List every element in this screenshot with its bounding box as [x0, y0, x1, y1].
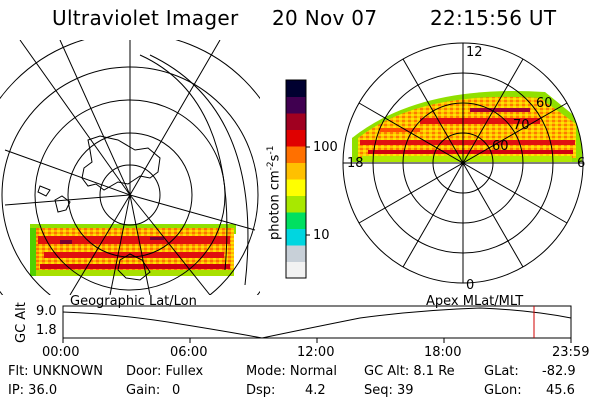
altitude-ymin: 1.8	[36, 323, 57, 338]
mlt-label-6: 6	[577, 156, 586, 171]
lat-lon-grid	[0, 40, 260, 295]
gain-label: Gain:	[126, 383, 161, 398]
aurora-emission-right	[352, 90, 582, 162]
colorbar-segment	[286, 113, 306, 130]
colorbar-segment	[286, 96, 306, 114]
altitude-ymax: 9.0	[36, 304, 57, 319]
mlt-label-18: 18	[347, 156, 364, 171]
glat-value: -82.9	[542, 364, 576, 379]
colorbar-segment	[286, 129, 306, 147]
colorbar-segment	[286, 195, 306, 213]
time-tick-1200: 12:00	[297, 345, 335, 360]
colorbar-tick-10: 10	[313, 228, 330, 243]
instrument-title: Ultraviolet Imager	[52, 6, 239, 30]
gain-value: 0	[172, 383, 181, 398]
colorbar-segment	[286, 261, 306, 279]
time-tick-0000: 00:00	[42, 345, 80, 360]
colorbar-tick-100: 100	[313, 140, 338, 155]
observation-date: 20 Nov 07	[272, 6, 378, 30]
colorbar-segment	[286, 162, 306, 180]
glon-label: GLon:	[484, 383, 522, 398]
time-tick-1800: 18:00	[424, 345, 462, 360]
ip-value: IP: 36.0	[8, 383, 58, 398]
colorbar-segment	[286, 245, 306, 262]
glon-value: 45.6	[546, 383, 575, 398]
altitude-curve	[62, 307, 572, 339]
gc-altitude: GC Alt: 8.1 Re	[364, 364, 455, 379]
mlt-label-0: 0	[466, 278, 475, 293]
dsp-value: 4.2	[305, 383, 326, 398]
colorbar-segment	[286, 80, 306, 97]
sequence-number: Seq: 39	[364, 383, 414, 398]
magnetic-map-label: Apex MLat/MLT	[426, 294, 524, 309]
flight-status: Flt: UNKNOWN	[8, 364, 103, 379]
continent-outline	[37, 135, 161, 281]
observation-time: 22:15:56 UT	[430, 6, 557, 30]
colorbar-segment	[286, 146, 306, 163]
door-status: Door: Fullex	[126, 364, 204, 379]
glat-label: GLat:	[484, 364, 519, 379]
mlat-label-60-outer: 60	[536, 96, 553, 111]
time-tick-2359: 23:59	[552, 345, 590, 360]
colorbar-segment	[286, 212, 306, 229]
colorbar-segment	[286, 228, 306, 246]
mlat-mlt-grid	[342, 42, 584, 284]
geographic-map-label: Geographic Lat/Lon	[70, 294, 197, 309]
mode-status: Mode: Normal	[246, 364, 337, 379]
dsp-label: Dsp:	[246, 383, 276, 398]
time-tick-0600: 06:00	[170, 345, 208, 360]
mlt-label-12: 12	[466, 45, 483, 60]
altitude-axis-label: GC Alt	[14, 302, 29, 343]
mlat-label-60-inner: 60	[492, 139, 509, 154]
mlat-label-70: 70	[513, 118, 530, 133]
aurora-emission-left	[30, 224, 236, 276]
colorbar-segment	[286, 179, 306, 196]
